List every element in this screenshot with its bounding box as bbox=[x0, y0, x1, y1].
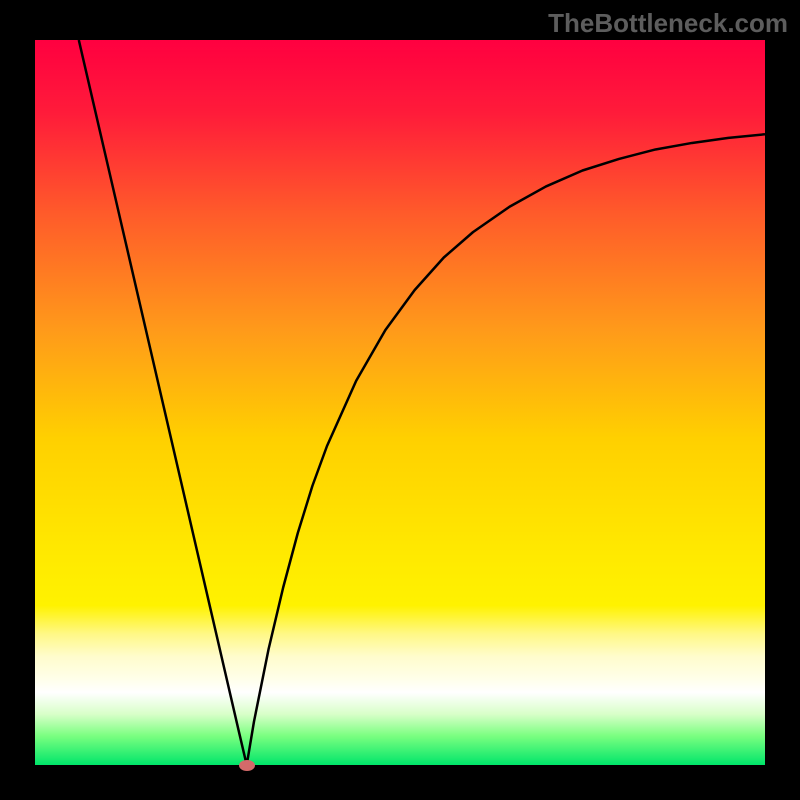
watermark-text: TheBottleneck.com bbox=[548, 8, 788, 39]
curve-path bbox=[79, 40, 765, 765]
bottleneck-curve bbox=[35, 40, 765, 765]
plot-area bbox=[35, 40, 765, 765]
minimum-marker bbox=[239, 760, 255, 771]
chart-frame bbox=[0, 0, 800, 800]
